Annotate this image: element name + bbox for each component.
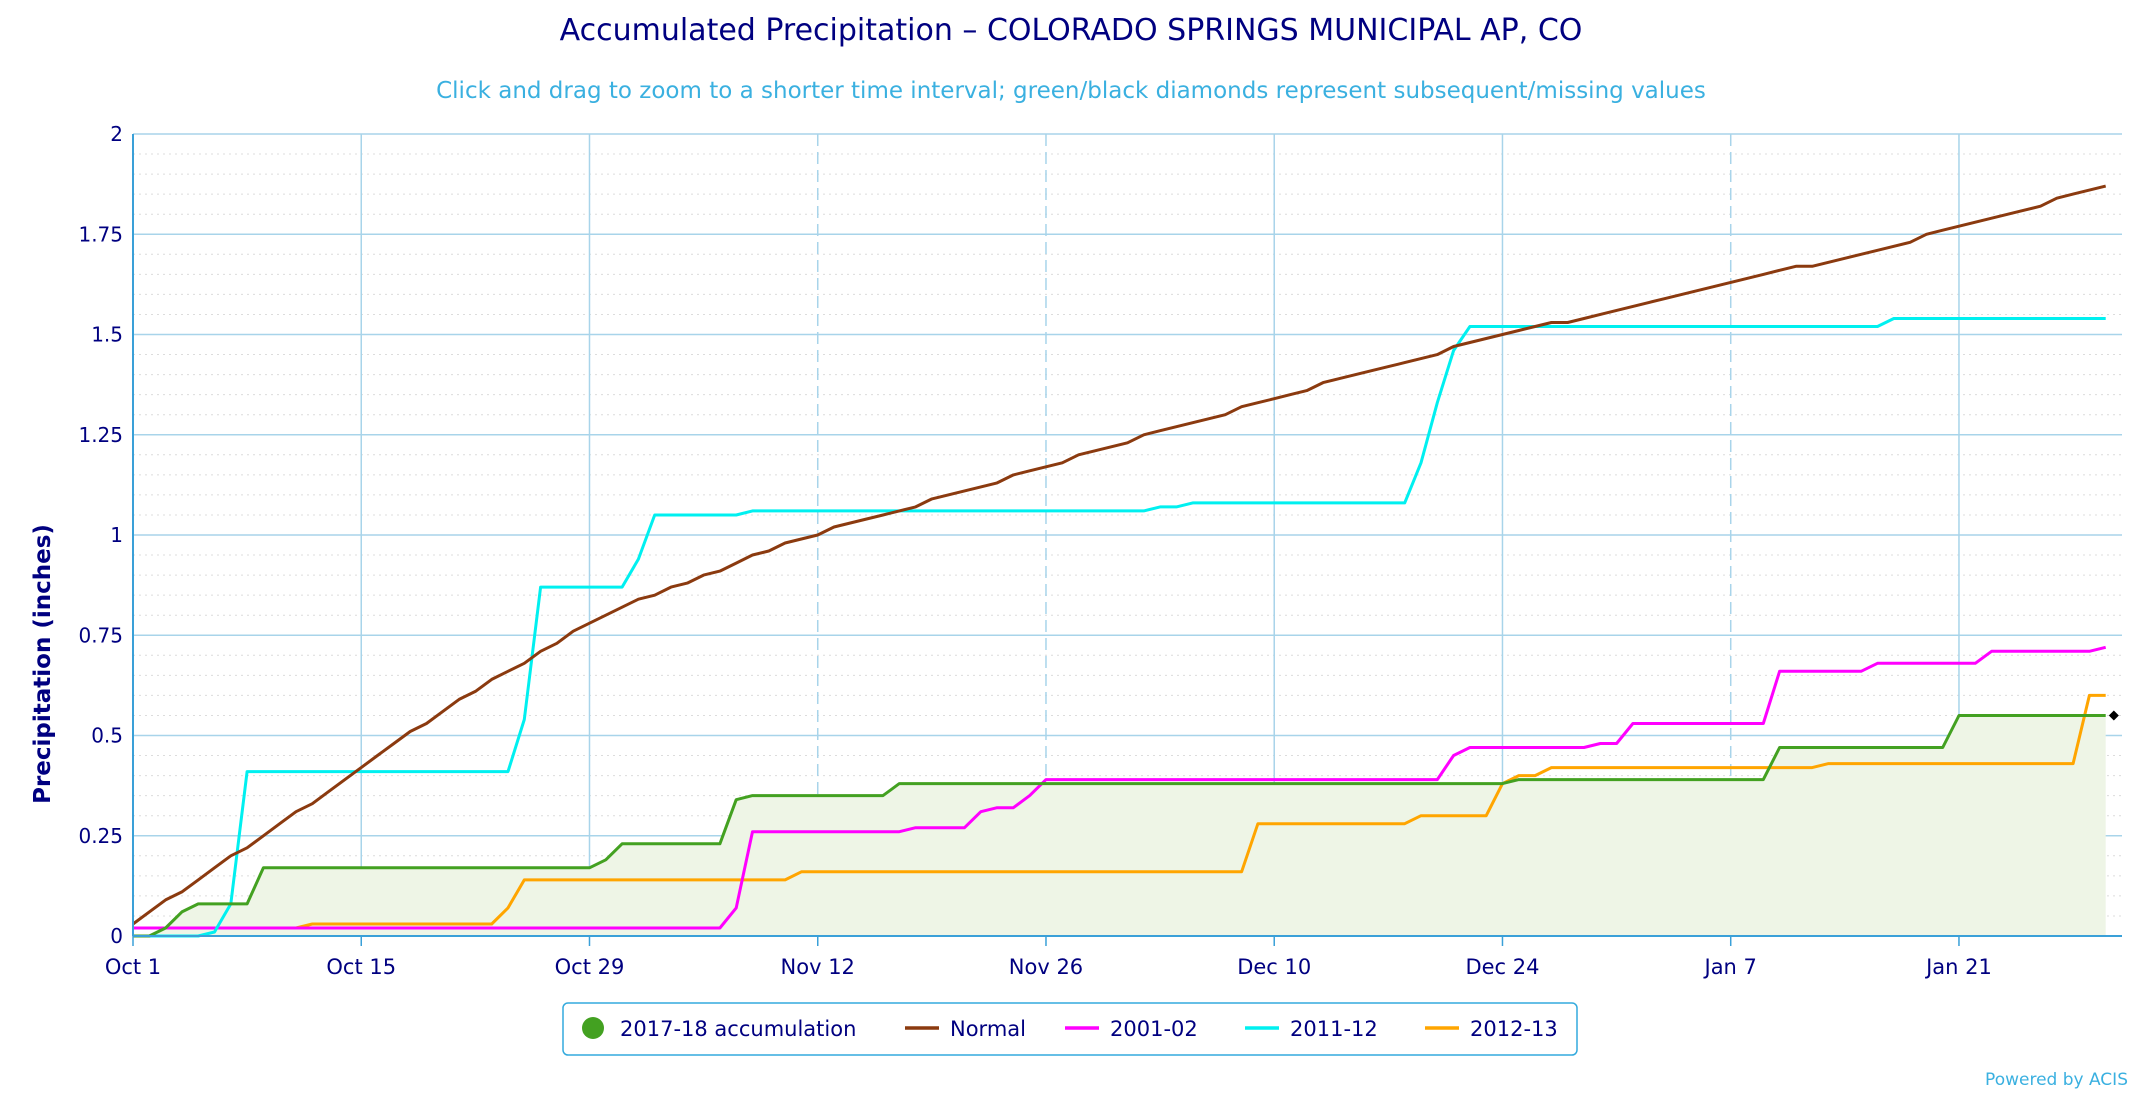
y-tick-label: 0.75 [78,623,123,647]
legend-item-normal[interactable]: Normal [905,1017,1026,1041]
series-line-2012-13[interactable] [133,693,2106,930]
y-tick-label: 1.25 [78,423,123,447]
y-tick-label: 1.5 [91,323,123,347]
legend-item-2011-12[interactable]: 2011-12 [1245,1017,1378,1041]
axes [132,134,2122,946]
chart-subtitle: Click and drag to zoom to a shorter time… [436,78,1706,104]
y-tick-label: 1 [110,523,123,547]
legend-label: 2012-13 [1470,1017,1558,1041]
y-tick-label: 0.5 [91,724,123,748]
y-tick-label: 0 [110,924,123,948]
x-tick-label: Oct 29 [555,955,625,979]
chart-title: Accumulated Precipitation – COLORADO SPR… [560,13,1583,48]
missing-value-diamond[interactable] [2108,710,2119,721]
x-tick-label: Oct 15 [326,955,396,979]
y-tick-label: 0.25 [78,824,123,848]
x-tick-label: Oct 1 [105,955,161,979]
x-tick-label: Dec 10 [1237,955,1311,979]
y-tick-label: 2 [110,122,123,146]
legend-item-2012-13[interactable]: 2012-13 [1425,1017,1558,1041]
series-line-2001-02[interactable] [133,645,2107,930]
legend-label: 2017-18 accumulation [620,1017,856,1041]
x-axis-ticks: Oct 1 Oct 15 Oct 29 Nov 12 Nov 26 Dec 10 Dec 2… [105,955,1992,979]
legend-swatch [582,1017,604,1039]
series-layer [132,184,2119,938]
x-tick-label: Nov 12 [781,955,855,979]
legend[interactable]: 2017-18 accumulation Normal 2001-02 2011-12… [562,1002,1578,1056]
x-tick-label: Jan 21 [1924,955,1992,979]
legend-label: 2001-02 [1110,1017,1198,1041]
x-tick-label: Nov 26 [1009,955,1083,979]
series-line-2017-18-accumulation[interactable] [133,714,2106,938]
legend-label: 2011-12 [1290,1017,1378,1041]
y-axis-ticks: 0 0.25 0.5 0.75 1 1.25 1.5 1.75 2 [78,122,123,948]
series-line-2011-12[interactable] [133,317,2106,938]
y-tick-label: 1.75 [78,222,123,246]
legend-label: Normal [950,1017,1026,1041]
credit-text[interactable]: Powered by ACIS [1985,1070,2128,1090]
x-tick-label: Dec 24 [1465,955,1539,979]
legend-item-2001-02[interactable]: 2001-02 [1065,1017,1198,1041]
series-line-normal[interactable] [132,184,2107,926]
x-tick-label: Jan 7 [1703,955,1757,979]
y-axis-label: Precipitation (inches) [30,524,56,804]
legend-item-2017-18-accumulation[interactable]: 2017-18 accumulation [582,1017,856,1041]
